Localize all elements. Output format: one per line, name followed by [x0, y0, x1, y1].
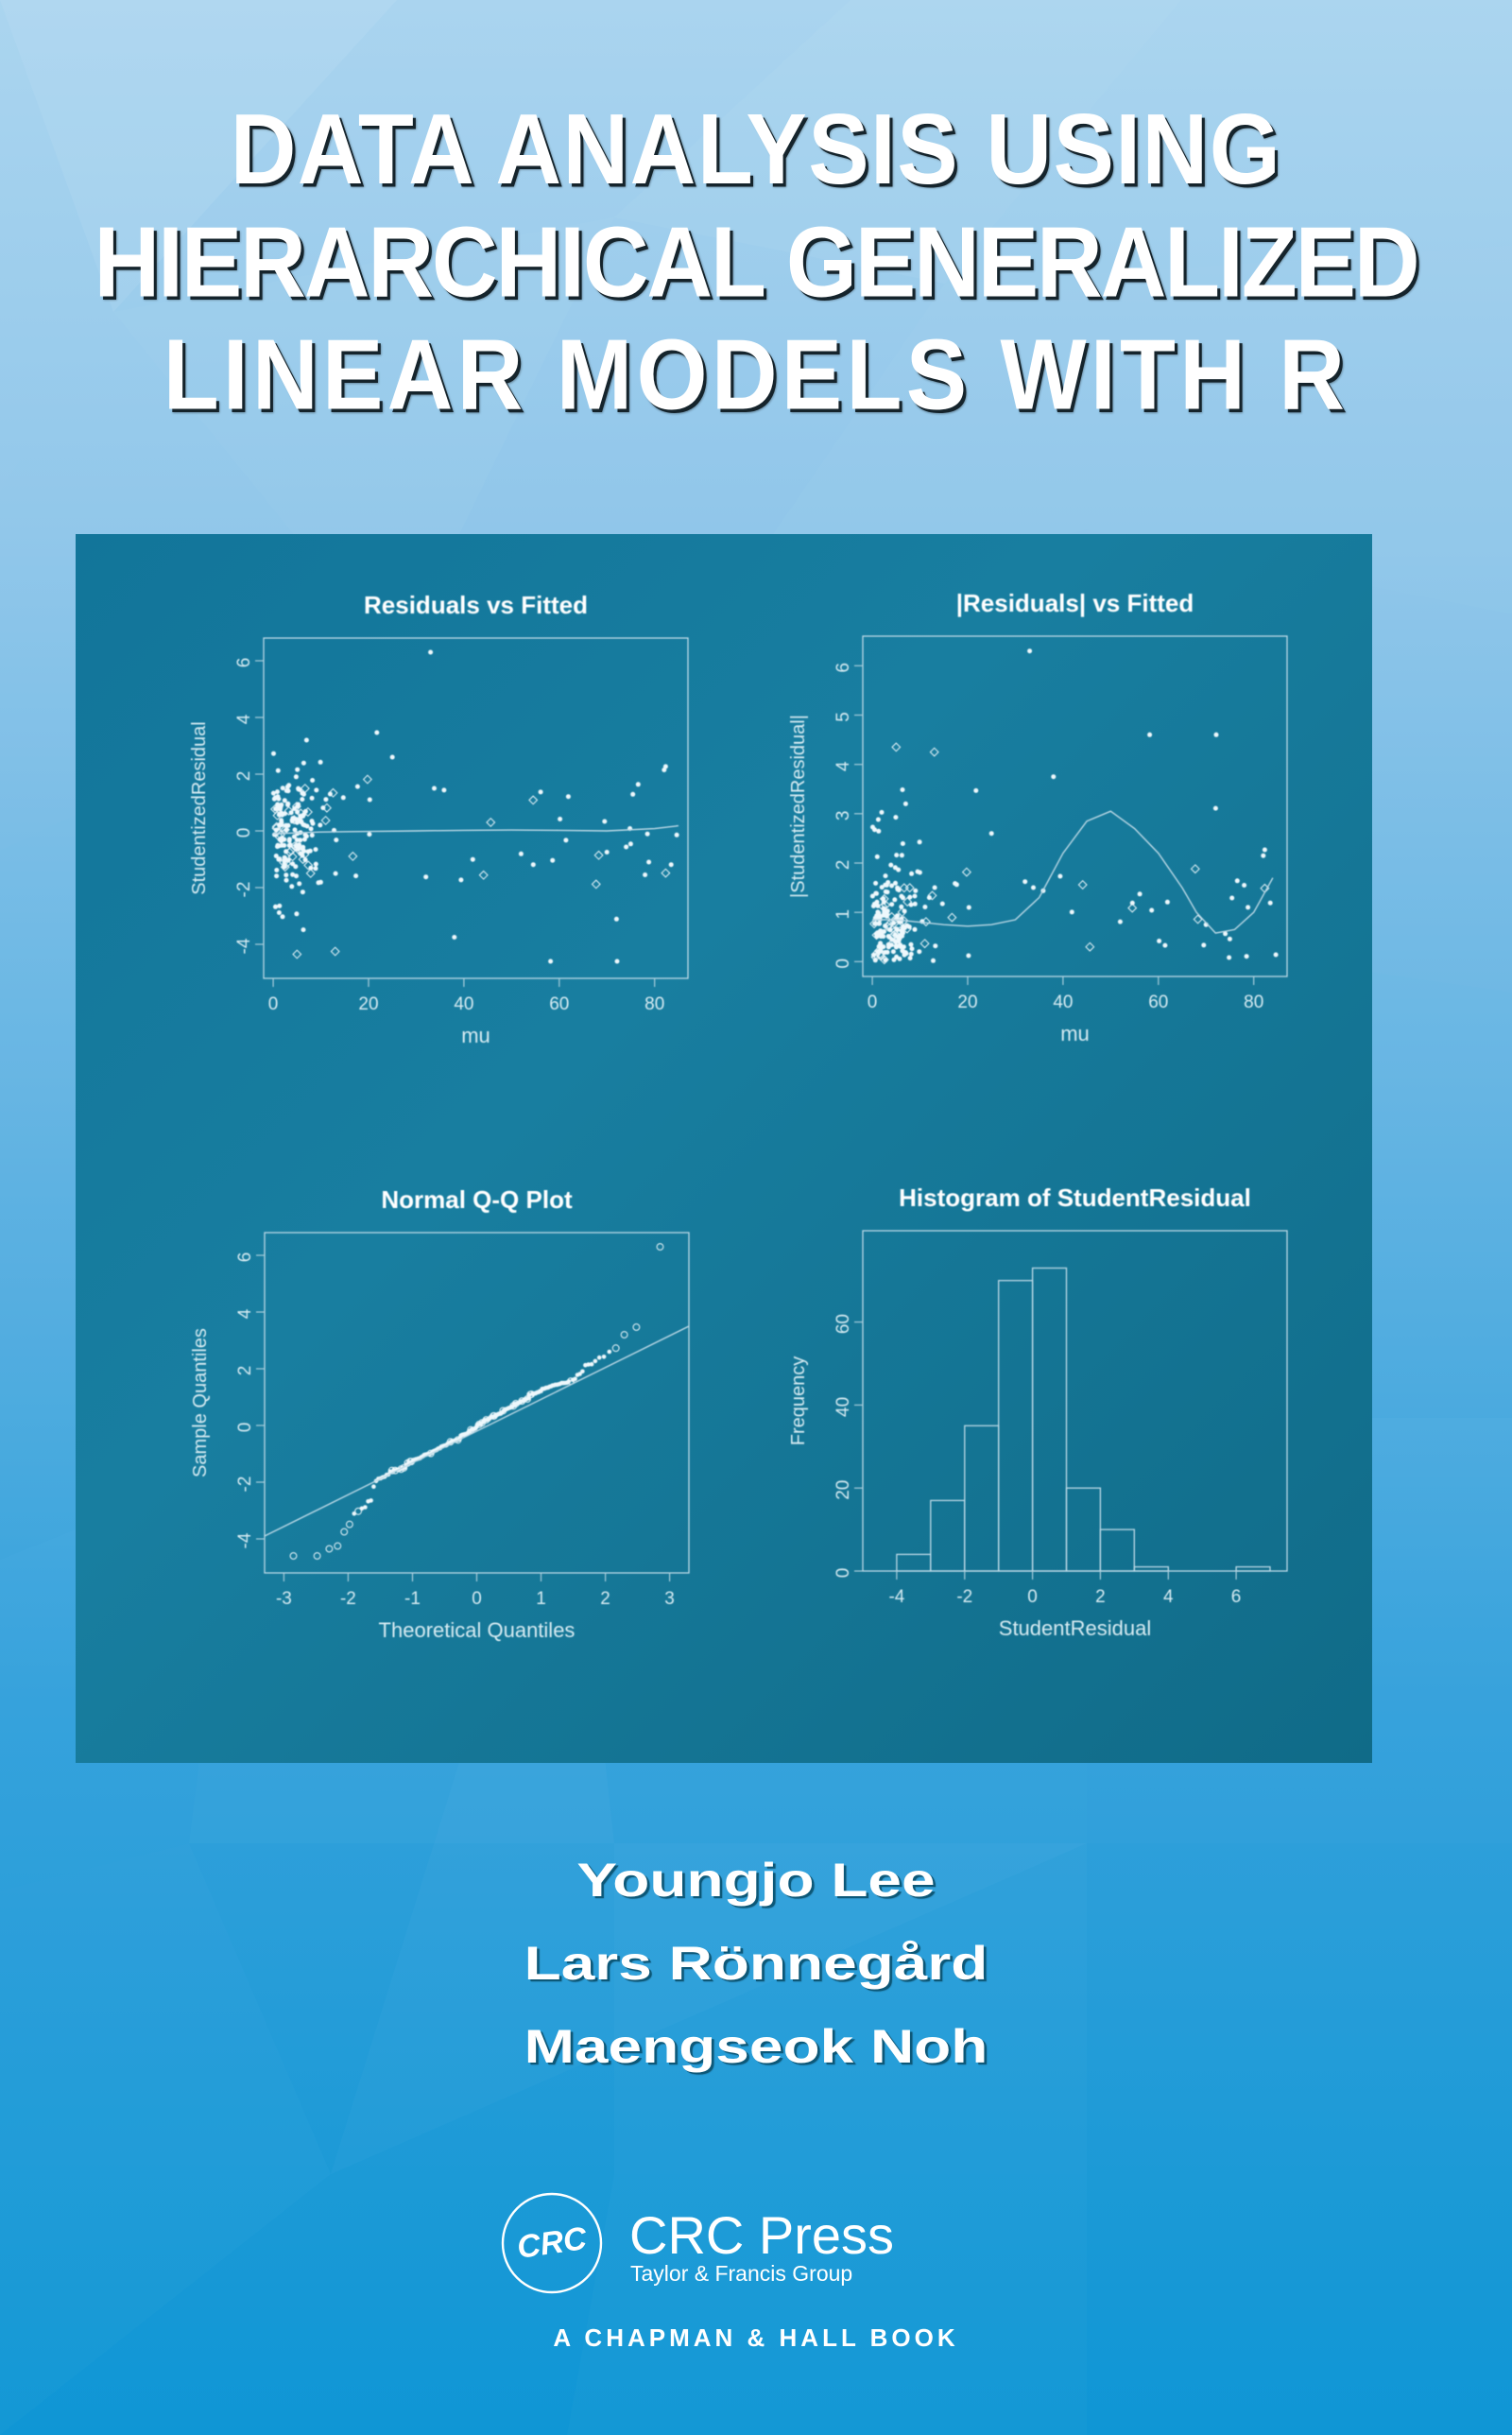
svg-text:StudentizedResidual: StudentizedResidual: [189, 721, 210, 894]
svg-text:2: 2: [600, 1589, 610, 1609]
svg-text:2: 2: [833, 860, 853, 871]
svg-text:Theoretical Quantiles: Theoretical Quantiles: [379, 1618, 576, 1642]
svg-text:6: 6: [833, 663, 853, 673]
svg-text:20: 20: [358, 994, 378, 1014]
svg-text:CRC Press: CRC Press: [629, 2205, 894, 2265]
svg-text:0: 0: [268, 994, 279, 1014]
svg-text:StudentResidual: StudentResidual: [999, 1616, 1151, 1640]
svg-text:1: 1: [536, 1589, 546, 1609]
svg-text:80: 80: [1244, 993, 1263, 1012]
svg-text:Frequency: Frequency: [788, 1356, 809, 1446]
svg-text:60: 60: [1148, 993, 1168, 1012]
svg-text:0: 0: [833, 958, 853, 969]
svg-text:-4: -4: [235, 1532, 255, 1548]
svg-text:Normal Q-Q Plot: Normal Q-Q Plot: [381, 1185, 573, 1214]
svg-text:6: 6: [234, 658, 254, 668]
svg-text:40: 40: [833, 1397, 853, 1417]
svg-text:Residuals vs Fitted: Residuals vs Fitted: [364, 591, 588, 619]
svg-text:3: 3: [833, 811, 853, 821]
svg-text:4: 4: [235, 1308, 255, 1319]
svg-text:0: 0: [833, 1568, 853, 1579]
svg-text:20: 20: [833, 1480, 853, 1500]
svg-text:-4: -4: [234, 938, 254, 954]
svg-text:6: 6: [1231, 1587, 1242, 1607]
svg-text:40: 40: [454, 994, 473, 1014]
svg-text:Histogram of StudentResidual: Histogram of StudentResidual: [899, 1183, 1251, 1212]
svg-text:60: 60: [833, 1314, 853, 1334]
svg-text:2: 2: [1095, 1587, 1106, 1607]
svg-text:80: 80: [644, 994, 664, 1014]
svg-text:-1: -1: [404, 1589, 421, 1609]
svg-text:CRC: CRC: [515, 2220, 590, 2266]
svg-text:|StudentizedResidual|: |StudentizedResidual|: [788, 715, 809, 898]
svg-text:0: 0: [868, 993, 878, 1012]
svg-text:|Residuals| vs Fitted: |Residuals| vs Fitted: [956, 589, 1194, 617]
svg-text:60: 60: [549, 994, 569, 1014]
svg-text:3: 3: [664, 1589, 675, 1609]
svg-text:-4: -4: [888, 1587, 904, 1607]
svg-text:mu: mu: [1060, 1022, 1090, 1045]
svg-text:-2: -2: [235, 1477, 255, 1493]
svg-text:4: 4: [234, 714, 254, 724]
svg-text:0: 0: [472, 1589, 482, 1609]
svg-text:40: 40: [1053, 993, 1073, 1012]
svg-text:0: 0: [235, 1423, 255, 1433]
svg-text:-2: -2: [956, 1587, 972, 1607]
svg-text:4: 4: [833, 761, 853, 771]
svg-text:20: 20: [957, 993, 977, 1012]
svg-text:Sample Quantiles: Sample Quantiles: [190, 1328, 211, 1477]
svg-text:1: 1: [833, 909, 853, 920]
svg-text:4: 4: [1163, 1587, 1174, 1607]
svg-text:Taylor & Francis Group: Taylor & Francis Group: [630, 2261, 852, 2286]
svg-text:2: 2: [235, 1366, 255, 1376]
svg-text:2: 2: [234, 771, 254, 782]
svg-text:0: 0: [234, 828, 254, 838]
svg-text:0: 0: [1027, 1587, 1038, 1607]
svg-text:-2: -2: [340, 1589, 356, 1609]
svg-text:6: 6: [235, 1252, 255, 1263]
svg-text:-3: -3: [276, 1589, 292, 1609]
svg-text:-2: -2: [234, 882, 254, 898]
svg-text:5: 5: [833, 712, 853, 722]
svg-text:mu: mu: [461, 1024, 490, 1047]
